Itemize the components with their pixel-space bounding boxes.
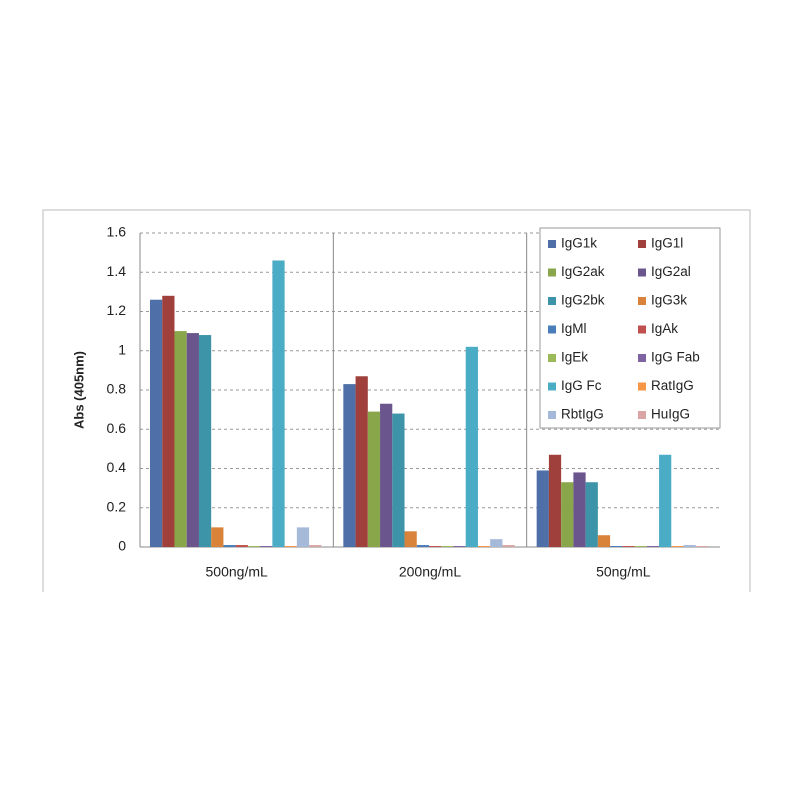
legend-swatch — [638, 268, 646, 277]
bar — [683, 545, 696, 547]
bar — [260, 546, 273, 547]
y-tick-label: 0.4 — [107, 459, 127, 475]
legend-label: IgMl — [561, 321, 587, 336]
legend-swatch — [548, 382, 556, 391]
y-tick-label: 1.2 — [107, 302, 127, 318]
bar — [186, 333, 199, 547]
y-tick-label: 1.4 — [107, 263, 127, 279]
legend-swatch — [548, 240, 556, 248]
bar — [198, 335, 212, 547]
bar — [548, 454, 562, 547]
legend-label: IgG1l — [651, 236, 683, 251]
bar — [392, 413, 405, 547]
bar — [355, 376, 368, 547]
legend-swatch — [548, 354, 556, 362]
bar — [585, 482, 598, 547]
legend-swatch — [638, 240, 646, 248]
bar — [634, 546, 647, 547]
y-tick-label: 0.2 — [107, 498, 127, 514]
y-tick-label: 0.8 — [107, 381, 127, 397]
bar — [284, 546, 297, 547]
legend-swatch — [638, 354, 646, 362]
legend-swatch — [548, 411, 556, 419]
legend-label: IgG2bk — [561, 293, 605, 308]
legend-label: HuIgG — [651, 407, 690, 422]
bar — [150, 299, 163, 547]
bar — [671, 546, 684, 547]
legend-box — [539, 227, 721, 429]
bar — [380, 403, 393, 547]
legend-swatch — [548, 268, 556, 277]
y-tick-label: 0.6 — [107, 420, 127, 436]
legend-label: IgG1k — [561, 236, 597, 251]
bar — [610, 546, 623, 547]
bar — [646, 546, 660, 547]
legend-swatch — [638, 297, 646, 305]
bar — [162, 295, 175, 547]
crop — [0, 592, 800, 800]
x-tick-label: 50ng/mL — [596, 564, 651, 580]
y-tick-label: 1 — [118, 341, 126, 357]
bar — [404, 531, 417, 547]
bar — [477, 546, 491, 547]
bar — [247, 546, 261, 547]
bar — [309, 545, 322, 547]
bar — [211, 527, 224, 547]
legend-label: IgEk — [561, 350, 588, 365]
bar — [659, 454, 672, 547]
bar — [441, 546, 454, 547]
legend-label: IgG Fab — [651, 350, 700, 365]
bar — [296, 527, 310, 547]
bar — [367, 411, 381, 547]
y-tick-label: 1.6 — [107, 224, 127, 240]
bar — [561, 482, 574, 547]
x-tick-label: 200ng/mL — [399, 564, 461, 580]
y-axis-label: Abs (405nm) — [71, 351, 86, 429]
bar — [695, 546, 708, 547]
legend-label: IgG3k — [651, 293, 687, 308]
bar — [416, 545, 429, 547]
bar — [573, 472, 586, 547]
bar — [465, 346, 478, 547]
legend-label: IgG2ak — [561, 264, 605, 279]
bar — [622, 546, 635, 547]
legend-swatch — [638, 411, 646, 419]
bar — [502, 545, 515, 547]
legend-swatch — [548, 325, 556, 334]
legend-label: RatIgG — [651, 378, 694, 393]
bar — [223, 545, 236, 547]
legend-label: IgG Fc — [561, 378, 602, 393]
bar — [235, 545, 248, 547]
bar — [174, 331, 187, 547]
bar — [272, 260, 285, 547]
legend-swatch — [638, 325, 646, 334]
legend-label: IgG2al — [651, 264, 691, 279]
legend-swatch — [548, 297, 556, 305]
bar — [453, 546, 466, 547]
bar — [429, 546, 442, 547]
bar — [490, 539, 503, 547]
x-tick-label: 500ng/mL — [206, 564, 268, 580]
bar — [343, 384, 356, 547]
bar — [597, 535, 611, 547]
legend-swatch — [638, 382, 646, 391]
legend-label: IgAk — [651, 321, 678, 336]
y-tick-label: 0 — [118, 538, 126, 554]
bar — [536, 470, 549, 547]
legend-label: RbtIgG — [561, 407, 604, 422]
